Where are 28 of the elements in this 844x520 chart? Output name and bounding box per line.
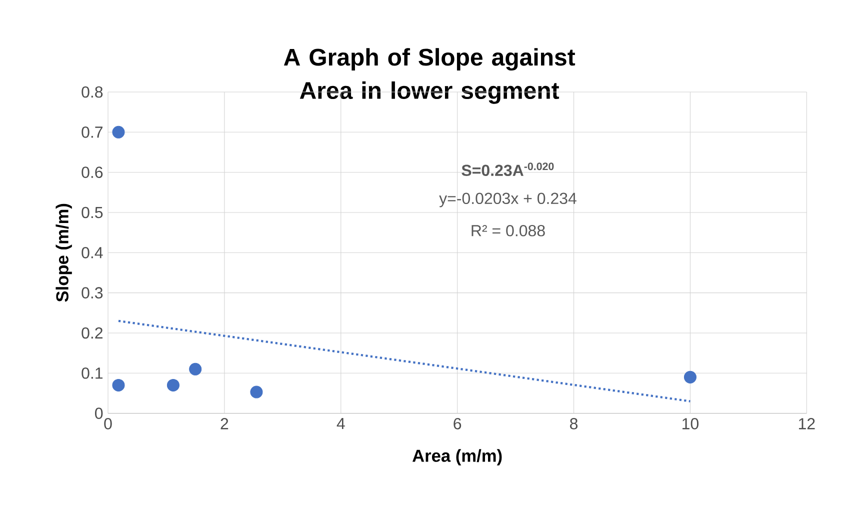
x-tick-label: 8 [570, 418, 578, 430]
x-tick-label: 10 [682, 418, 698, 430]
annotation: S=0.23A$^{-0.020}$ [462, 162, 554, 176]
y-tick-label: 0 [95, 408, 103, 419]
y-tick-label: 0.1 [82, 367, 103, 379]
point [112, 378, 125, 392]
annotation: R² = 0.088 [472, 224, 545, 236]
y-tick-label: 0.8 [82, 86, 103, 98]
y-tick-label: 0.5 [82, 206, 103, 218]
y-tick-label: 0.2 [82, 327, 102, 339]
point [112, 126, 125, 138]
point [189, 362, 202, 376]
y-tick-label: 0.6 [82, 166, 103, 178]
y-tick-label: 0.3 [82, 287, 103, 298]
point [166, 378, 180, 392]
chart-title: A Graph of Slope against Area in lower segment [284, 48, 576, 104]
x-tick-label: 4 [336, 418, 345, 430]
point [250, 386, 263, 398]
x-axis-title: Area (m/m) [412, 449, 502, 466]
y-axis-title: Slope (m/m) [56, 204, 72, 302]
annotation: y=-0.0203x + 0.234 [439, 192, 576, 208]
x-tick-label: 12 [798, 418, 815, 430]
x-tick-label: 6 [454, 418, 462, 430]
point [684, 370, 696, 384]
y-tick-label: 0.4 [82, 247, 103, 258]
x-tick-label: 0 [104, 418, 112, 430]
y-tick-label: 0.7 [82, 126, 102, 138]
x-tick-label: 2 [220, 418, 228, 430]
